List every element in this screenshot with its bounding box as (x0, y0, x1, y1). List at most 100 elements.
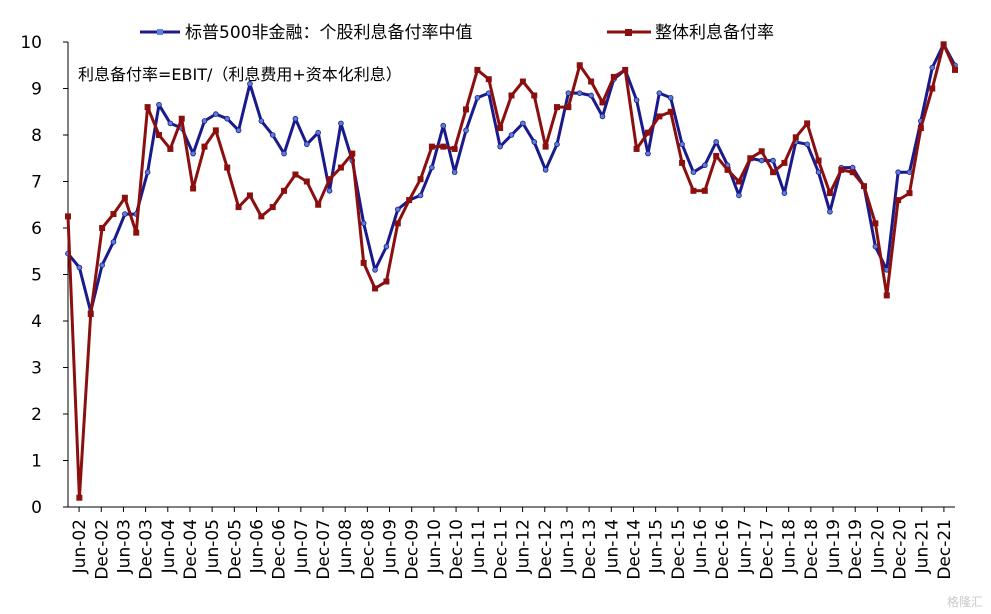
data-point-series-1 (906, 169, 913, 176)
data-point-series-1 (247, 81, 253, 87)
data-point-series-2 (440, 143, 447, 150)
x-tick-label: Jun-17 (735, 519, 755, 574)
legend: 标普500非金融：个股利息备付率中值 整体利息备付率 (140, 23, 774, 43)
legend-item-series-1: 标普500非金融：个股利息备付率中值 (140, 23, 472, 43)
data-point-series-2 (110, 211, 117, 218)
data-point-series-2 (417, 176, 424, 183)
x-tick-label: Jun-13 (558, 519, 578, 574)
data-point-series-2 (246, 192, 253, 199)
data-point-series-2 (861, 183, 868, 190)
data-point-series-2 (99, 225, 106, 231)
data-point-series-2 (76, 494, 83, 501)
data-point-series-2 (235, 204, 242, 211)
data-point-series-2 (451, 145, 458, 152)
x-tick-label: Dec-08 (358, 519, 378, 580)
data-point-series-2 (599, 99, 606, 106)
data-point-series-1 (531, 139, 538, 145)
x-tick-label: Jun-12 (514, 519, 534, 574)
data-point-series-2 (428, 143, 435, 150)
data-point-series-1 (235, 127, 242, 134)
data-point-series-1 (394, 206, 401, 213)
data-point-series-1 (872, 243, 879, 250)
data-point-series-1 (770, 157, 776, 164)
x-tick-label: Jun-06 (247, 519, 267, 574)
data-point-series-1 (554, 141, 560, 148)
data-point-series-2 (622, 66, 629, 73)
data-point-series-1 (588, 92, 594, 99)
data-point-series-1 (781, 190, 788, 196)
x-tick-label: Dec-20 (891, 519, 911, 580)
x-tick-label: Dec-18 (802, 519, 822, 580)
data-point-series-2 (508, 92, 515, 99)
data-point-series-2 (758, 148, 765, 155)
data-point-series-1 (895, 169, 901, 176)
data-point-series-2 (929, 85, 936, 92)
data-point-series-2 (917, 125, 924, 132)
y-tick-label: 9 (31, 80, 42, 100)
x-tick-label: Jun-03 (114, 519, 134, 574)
series-layer (65, 41, 958, 501)
data-point-series-1 (576, 90, 583, 96)
data-point-series-1 (281, 150, 287, 157)
data-point-series-1 (417, 192, 424, 199)
data-point-series-1 (929, 64, 936, 71)
data-point-series-1 (326, 188, 333, 194)
data-point-series-1 (633, 97, 640, 103)
data-point-series-1 (122, 211, 128, 217)
x-tick-label: Jun-08 (336, 519, 356, 574)
data-point-series-2 (531, 92, 538, 99)
x-tick-label: Jun-19 (824, 519, 844, 574)
x-ticks: Jun-02 Dec-02 Jun-03 Dec-03 Jun-04 Dec-04 Jun-… (70, 507, 955, 580)
data-point-series-2 (633, 145, 640, 152)
y-tick-label: 8 (31, 126, 42, 146)
data-point-series-2 (713, 152, 720, 159)
data-point-series-2 (258, 213, 265, 220)
x-tick-label: Dec-10 (447, 519, 467, 580)
data-point-series-1 (292, 115, 299, 122)
data-point-series-1 (565, 90, 572, 96)
data-point-series-1 (599, 113, 606, 120)
data-point-series-2 (724, 166, 731, 173)
data-point-series-1 (190, 150, 196, 157)
data-point-series-1 (542, 167, 549, 173)
x-tick-label: Dec-04 (181, 519, 201, 580)
data-point-series-2 (360, 259, 367, 266)
data-point-series-2 (292, 171, 299, 178)
data-point-series-1 (827, 208, 833, 215)
data-point-series-1 (224, 115, 231, 122)
data-point-series-1 (213, 111, 219, 117)
y-tick-label: 0 (31, 498, 42, 518)
data-point-series-1 (258, 118, 265, 124)
data-point-series-1 (690, 169, 697, 176)
x-tick-label: Dec-17 (758, 519, 778, 580)
x-tick-label: Jun-05 (203, 519, 223, 574)
data-point-series-2 (326, 176, 333, 183)
legend-label-series-1: 标普500非金融：个股利息备付率中值 (185, 23, 472, 43)
data-point-series-1 (338, 120, 344, 127)
x-tick-label: Dec-03 (137, 519, 157, 580)
data-point-series-2 (212, 127, 219, 134)
data-point-series-2 (747, 155, 754, 162)
data-point-series-1 (463, 127, 469, 134)
data-point-series-1 (713, 139, 719, 145)
data-point-series-2 (406, 197, 413, 204)
data-point-series-2 (849, 169, 856, 176)
x-tick-label: Dec-14 (624, 519, 644, 580)
data-point-series-2 (65, 213, 71, 220)
x-tick-label: Jun-15 (647, 519, 667, 574)
series-1-line (66, 42, 957, 314)
x-tick-label: Dec-07 (314, 519, 334, 580)
data-point-series-1 (304, 141, 310, 148)
data-point-series-2 (167, 145, 174, 152)
data-point-series-2 (883, 292, 890, 299)
data-point-series-1 (645, 150, 651, 157)
data-point-series-2 (463, 106, 470, 113)
x-tick-label: Jun-10 (425, 519, 445, 574)
data-point-series-2 (337, 164, 344, 171)
legend-marker-series-2 (625, 29, 632, 36)
data-point-series-1 (474, 95, 481, 101)
data-point-series-2 (826, 190, 833, 197)
data-point-series-2 (190, 185, 197, 192)
data-point-series-2 (315, 201, 322, 208)
